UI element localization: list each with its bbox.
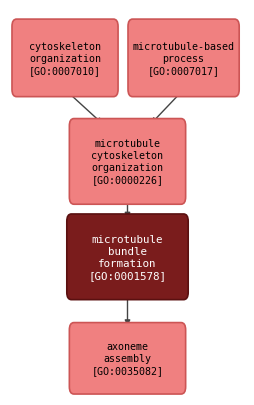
Text: cytoskeleton
organization
[GO:0007010]: cytoskeleton organization [GO:0007010]: [29, 42, 101, 76]
Text: axoneme
assembly
[GO:0035082]: axoneme assembly [GO:0035082]: [91, 341, 163, 375]
FancyBboxPatch shape: [69, 119, 185, 205]
FancyBboxPatch shape: [12, 20, 118, 98]
FancyBboxPatch shape: [128, 20, 238, 98]
Text: microtubule-based
process
[GO:0007017]: microtubule-based process [GO:0007017]: [132, 42, 234, 76]
FancyBboxPatch shape: [67, 215, 187, 300]
Text: microtubule
bundle
formation
[GO:0001578]: microtubule bundle formation [GO:0001578…: [88, 234, 166, 280]
Text: microtubule
cytoskeleton
organization
[GO:0000226]: microtubule cytoskeleton organization [G…: [91, 139, 163, 185]
FancyBboxPatch shape: [69, 323, 185, 394]
